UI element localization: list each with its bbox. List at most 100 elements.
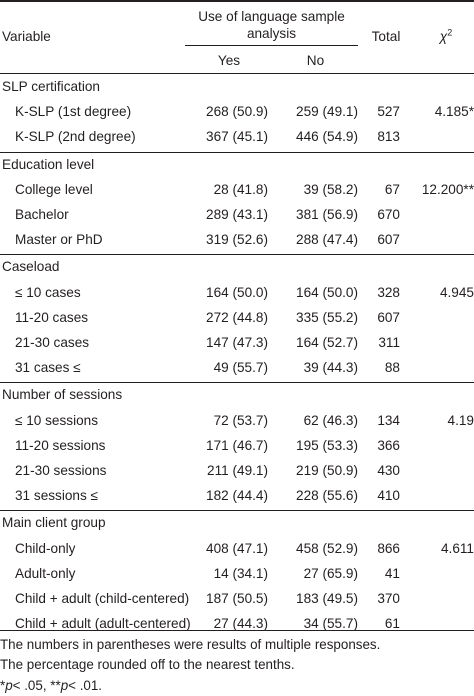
yes-value: 14 (34.1) <box>213 565 268 581</box>
section-title: Education level <box>2 156 95 172</box>
sig-text-2: < .01. <box>68 678 103 693</box>
row-label: 31 cases ≤ <box>15 360 81 376</box>
no-value: 164 (52.7) <box>296 335 358 350</box>
sig-text-1: < .05, ** <box>12 678 61 693</box>
yes-value: 171 (46.7) <box>206 437 268 453</box>
sig-star-1: * <box>0 678 6 693</box>
header-variable: Variable <box>2 29 51 44</box>
total-value: 430 <box>377 463 400 478</box>
no-value: 259 (49.1) <box>296 104 358 120</box>
total-value: 366 <box>377 437 400 453</box>
no-value: 62 (46.3) <box>303 412 358 428</box>
yes-value: 408 (47.1) <box>206 540 268 556</box>
total-value: 670 <box>377 207 400 222</box>
row-label: College level <box>15 181 93 197</box>
section-title: Main client group <box>2 515 106 531</box>
no-value: 195 (53.3) <box>296 437 358 453</box>
no-value: 228 (55.6) <box>296 488 358 504</box>
section-divider <box>0 254 474 256</box>
yes-value: 49 (55.7) <box>213 360 268 376</box>
sig-p-1: p <box>5 678 13 693</box>
yes-value: 147 (47.3) <box>206 335 268 350</box>
yes-value: 187 (50.5) <box>206 591 268 606</box>
no-value: 164 (50.0) <box>296 284 358 300</box>
row-label: Master or PhD <box>15 232 103 248</box>
total-value: 41 <box>384 565 400 581</box>
chi-superscript: 2 <box>447 27 453 38</box>
chi-square-value: 4.19 <box>447 412 474 428</box>
row-label: Adult-only <box>15 565 76 581</box>
total-value: 410 <box>377 488 400 504</box>
footnote-significance: *p< .05, **p< .01. <box>0 677 102 694</box>
yes-value: 182 (44.4) <box>206 488 268 504</box>
row-label: 21-30 cases <box>15 335 90 350</box>
no-value: 288 (47.4) <box>296 232 358 248</box>
no-value: 183 (49.5) <box>296 591 358 606</box>
total-value: 527 <box>377 104 400 120</box>
table-top-rule <box>0 0 474 2</box>
row-label: 11-20 cases <box>15 309 89 325</box>
yes-value: 289 (43.1) <box>206 207 268 222</box>
chi-square-value: 4.945 <box>439 284 474 300</box>
header-group-rule <box>185 45 358 46</box>
no-value: 458 (52.9) <box>296 540 358 556</box>
yes-value: 28 (41.8) <box>213 181 268 197</box>
header-group-title-line1: Use of language sample <box>198 9 345 24</box>
yes-value: 164 (50.0) <box>206 284 268 300</box>
row-label: K-SLP (2nd degree) <box>15 129 136 145</box>
chi-square-value: 4.185* <box>434 104 474 120</box>
row-label: 21-30 sessions <box>15 463 107 478</box>
no-value: 39 (58.2) <box>303 181 358 197</box>
footnote-rounding: The percentage rounded off to the neares… <box>0 657 295 672</box>
header-bottom-rule <box>0 73 474 74</box>
row-label: ≤ 10 cases <box>15 284 81 300</box>
header-chi-square: χ2 <box>418 28 474 45</box>
row-label: 31 sessions ≤ <box>15 488 99 504</box>
row-label: Bachelor <box>15 207 69 222</box>
total-value: 61 <box>384 616 400 632</box>
yes-value: 319 (52.6) <box>206 232 268 248</box>
header-group-title-line2: analysis <box>246 26 297 41</box>
section-divider <box>0 151 474 153</box>
footnote-multiple-responses: The numbers in parentheses were results … <box>0 637 381 652</box>
chi-symbol: χ <box>439 29 448 44</box>
section-divider <box>0 382 474 384</box>
total-value: 88 <box>384 360 400 376</box>
total-value: 866 <box>377 540 400 556</box>
row-label: Child-only <box>15 540 76 556</box>
row-label: ≤ 10 sessions <box>15 412 99 428</box>
no-value: 27 (65.9) <box>303 565 358 581</box>
no-value: 381 (56.9) <box>296 207 358 222</box>
header-yes: Yes <box>217 53 241 68</box>
header-no: No <box>306 53 325 68</box>
total-value: 328 <box>377 284 400 300</box>
total-value: 67 <box>384 181 400 197</box>
no-value: 219 (50.9) <box>296 463 358 478</box>
sig-p-2: p <box>60 678 69 693</box>
yes-value: 367 (45.1) <box>206 129 268 145</box>
total-value: 607 <box>377 309 400 325</box>
total-value: 134 <box>377 412 400 428</box>
chi-square-value: 4.611 <box>440 540 474 556</box>
section-title: SLP certification <box>2 79 100 94</box>
no-value: 446 (54.9) <box>296 129 358 145</box>
section-title: Caseload <box>2 259 60 275</box>
total-value: 607 <box>377 232 400 248</box>
yes-value: 27 (44.3) <box>213 616 268 632</box>
row-label: K-SLP (1st degree) <box>15 104 132 120</box>
row-label: Child + adult (adult-centered) <box>15 616 191 632</box>
no-value: 335 (55.2) <box>296 309 358 325</box>
yes-value: 72 (53.7) <box>213 412 268 428</box>
total-value: 370 <box>377 591 400 606</box>
chi-square-value: 12.200** <box>421 181 474 197</box>
yes-value: 272 (44.8) <box>206 309 268 325</box>
yes-value: 211 (49.1) <box>207 463 268 478</box>
yes-value: 268 (50.9) <box>206 104 268 120</box>
section-title: Number of sessions <box>2 387 123 403</box>
total-value: 311 <box>378 335 400 350</box>
no-value: 39 (44.3) <box>303 360 358 376</box>
row-label: 11-20 sessions <box>15 437 106 453</box>
no-value: 34 (55.7) <box>303 616 358 632</box>
row-label: Child + adult (child-centered) <box>15 591 190 606</box>
